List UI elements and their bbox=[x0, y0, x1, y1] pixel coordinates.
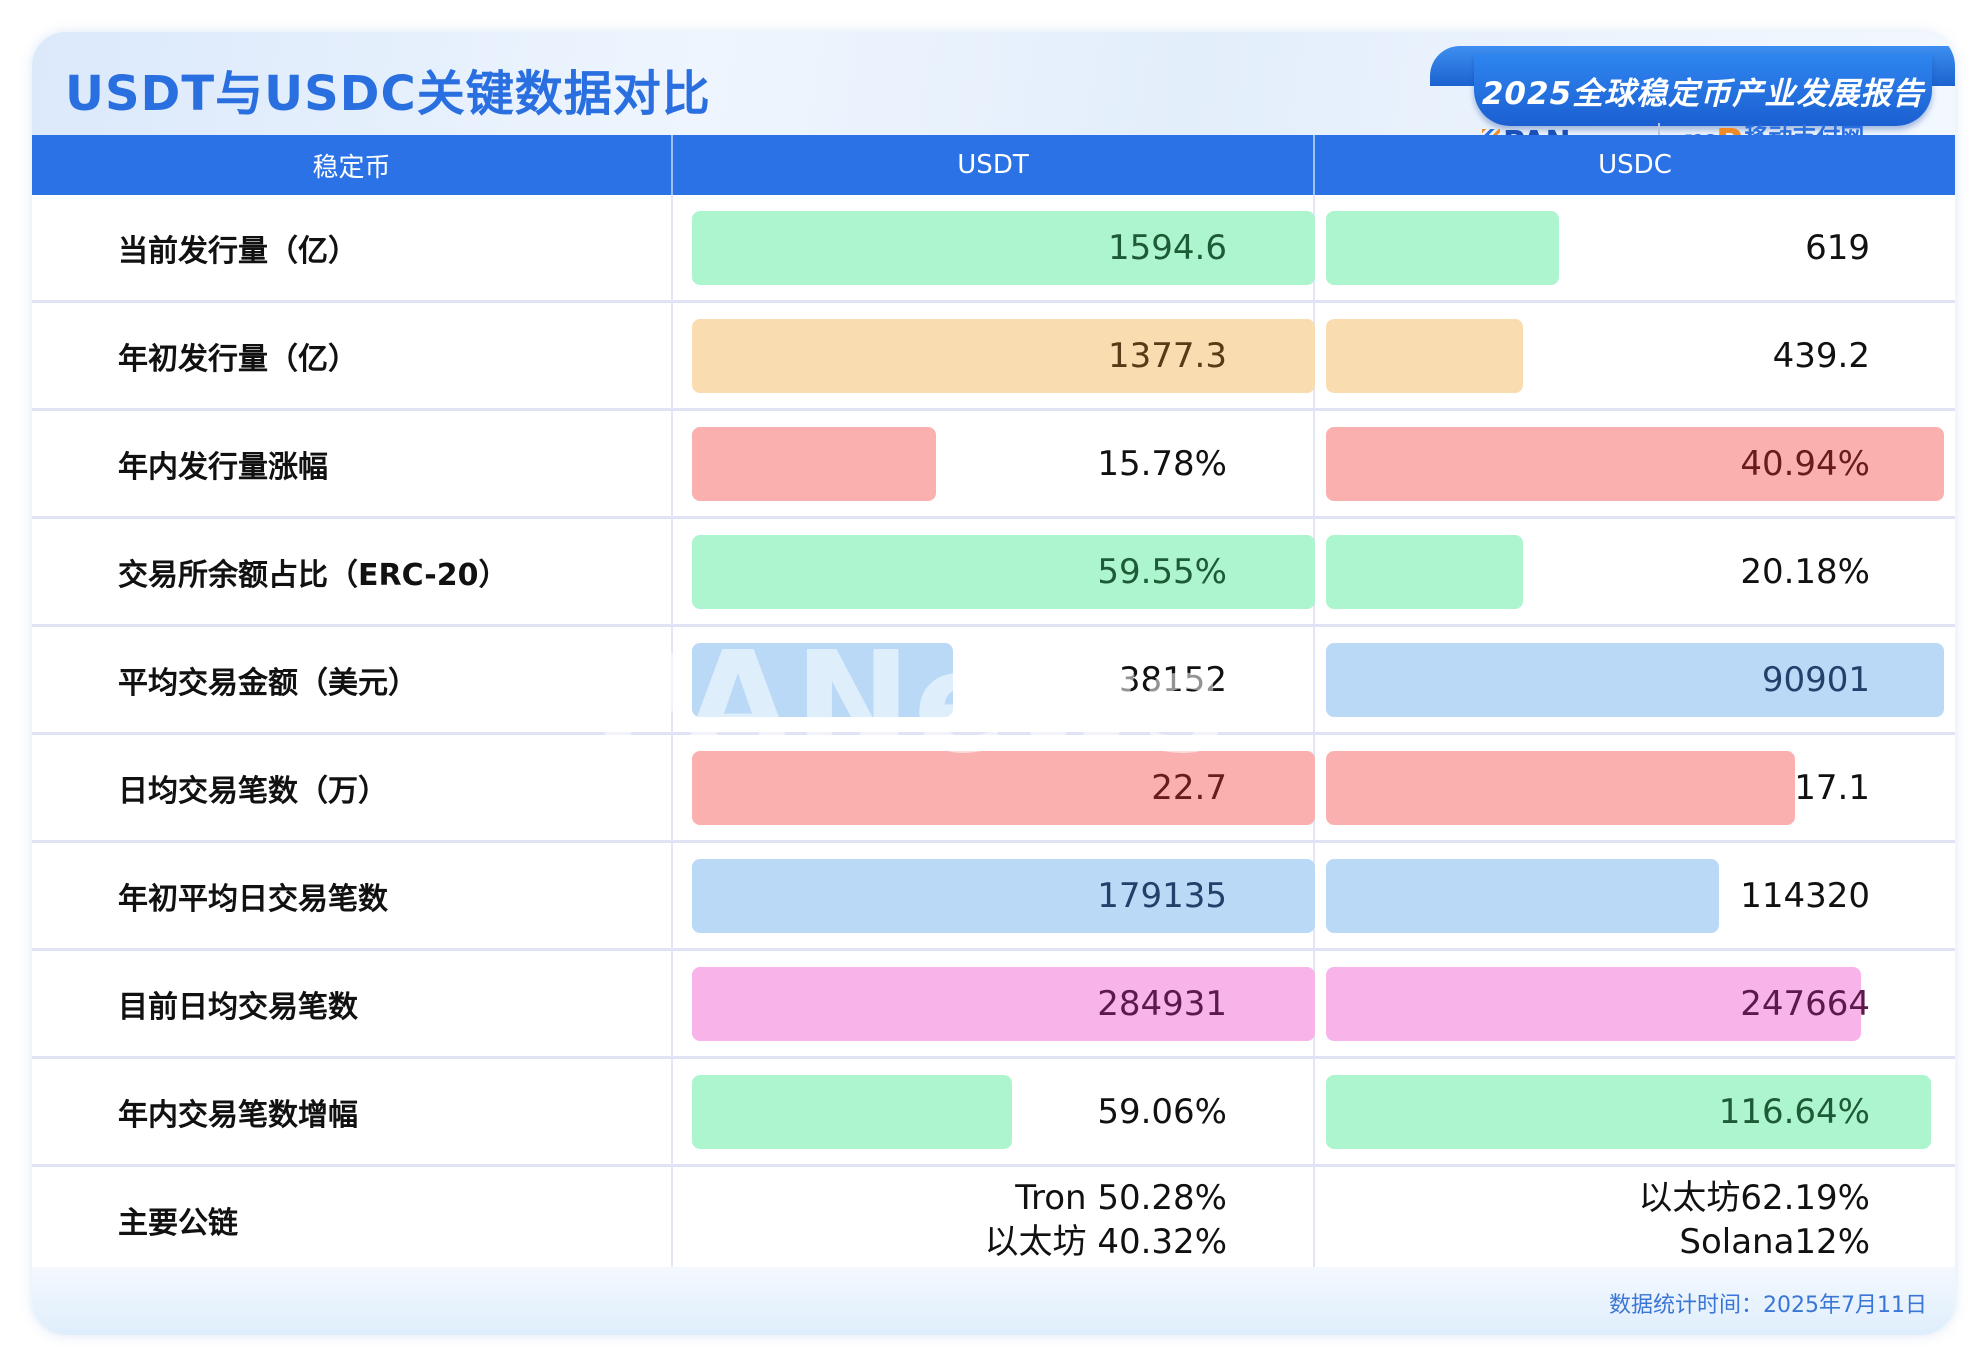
usdt-bar bbox=[692, 1075, 1012, 1149]
usdt-cell: 59.55% bbox=[673, 519, 1315, 624]
usdc-bar bbox=[1326, 319, 1523, 393]
usdc-cell: 以太坊62.19% Solana12% bbox=[1315, 1167, 1955, 1273]
usdc-cell: 247664 bbox=[1315, 951, 1955, 1056]
table-row: 平均交易金额（美元） 38152 90901 bbox=[32, 627, 1955, 735]
usdt-cell: Tron 50.28% 以太坊 40.32% bbox=[673, 1167, 1315, 1273]
table-row: 目前日均交易笔数 284931 247664 bbox=[32, 951, 1955, 1059]
usdc-value: 40.94% bbox=[1740, 443, 1870, 484]
usdc-value: 90901 bbox=[1761, 659, 1870, 700]
usdc-value: 20.18% bbox=[1740, 551, 1870, 592]
table-row: 年内发行量涨幅 15.78% 40.94% bbox=[32, 411, 1955, 519]
usdc-cell: 17.1 bbox=[1315, 735, 1955, 840]
usdt-value: 179135 bbox=[1097, 875, 1227, 916]
usdt-value: 1594.6 bbox=[1108, 227, 1227, 268]
comparison-card: USDT与USDC关键数据对比 2025全球稳定币产业发展报告 PANews m… bbox=[32, 32, 1955, 1335]
usdc-value: 247664 bbox=[1740, 983, 1870, 1024]
header-usdt: USDT bbox=[673, 135, 1315, 195]
usdc-bar bbox=[1326, 211, 1559, 285]
usdc-bar bbox=[1326, 427, 1944, 501]
header-stablecoin: 稳定币 bbox=[32, 135, 673, 195]
usdc-cell: 90901 bbox=[1315, 627, 1955, 732]
usdt-cell: 179135 bbox=[673, 843, 1315, 948]
usdt-bar bbox=[692, 535, 1315, 609]
usdc-bar bbox=[1326, 859, 1719, 933]
usdt-value: 38152 bbox=[1118, 659, 1227, 700]
ribbon-front: 2025全球稳定币产业发展报告 bbox=[1474, 54, 1932, 126]
card-footer: 数据统计时间：2025年7月11日 bbox=[32, 1267, 1955, 1335]
usdt-value: 284931 bbox=[1097, 983, 1227, 1024]
usdc-value: 619 bbox=[1805, 227, 1870, 268]
usdt-bar bbox=[692, 211, 1315, 285]
usdc-cell: 40.94% bbox=[1315, 411, 1955, 516]
table-row: 年初发行量（亿） 1377.3 439.2 bbox=[32, 303, 1955, 411]
page-title: USDT与USDC关键数据对比 bbox=[65, 66, 711, 122]
table-row: 年内交易笔数增幅 59.06% 116.64% bbox=[32, 1059, 1955, 1167]
usdt-cell: 1377.3 bbox=[673, 303, 1315, 408]
usdt-bar bbox=[692, 751, 1315, 825]
usdt-value: 59.55% bbox=[1097, 551, 1227, 592]
table-row: 交易所余额占比（ERC-20） 59.55% 20.18% bbox=[32, 519, 1955, 627]
usdt-cell: 15.78% bbox=[673, 411, 1315, 516]
row-label: 主要公链 bbox=[32, 1167, 673, 1273]
usdc-cell: 116.64% bbox=[1315, 1059, 1955, 1164]
table-row: 年初平均日交易笔数 179135 114320 bbox=[32, 843, 1955, 951]
usdt-bar bbox=[692, 967, 1315, 1041]
usdc-chains: 以太坊62.19% Solana12% bbox=[1638, 1167, 1870, 1273]
usdt-value: 59.06% bbox=[1097, 1091, 1227, 1132]
usdc-value: 17.1 bbox=[1794, 767, 1870, 808]
usdt-bar bbox=[692, 859, 1315, 933]
usdt-cell: 38152 bbox=[673, 627, 1315, 732]
usdc-cell: 439.2 bbox=[1315, 303, 1955, 408]
usdc-value: 439.2 bbox=[1772, 335, 1870, 376]
comparison-table: 稳定币 USDT USDC 当前发行量（亿） 1594.6 619 年初发行量（… bbox=[32, 135, 1955, 1275]
usdt-cell: 284931 bbox=[673, 951, 1315, 1056]
row-label: 日均交易笔数（万） bbox=[32, 735, 673, 840]
row-label: 交易所余额占比（ERC-20） bbox=[32, 519, 673, 624]
usdc-value: 116.64% bbox=[1718, 1091, 1870, 1132]
usdc-chain-1: 以太坊62.19% bbox=[1638, 1177, 1870, 1218]
table-header: 稳定币 USDT USDC bbox=[32, 135, 1955, 195]
usdt-cell: 59.06% bbox=[673, 1059, 1315, 1164]
usdt-value: 1377.3 bbox=[1108, 335, 1227, 376]
usdc-chain-2: Solana12% bbox=[1679, 1222, 1870, 1262]
row-label: 年初发行量（亿） bbox=[32, 303, 673, 408]
usdc-bar bbox=[1326, 535, 1523, 609]
usdt-bar bbox=[692, 319, 1315, 393]
usdc-cell: 20.18% bbox=[1315, 519, 1955, 624]
row-label: 年内发行量涨幅 bbox=[32, 411, 673, 516]
usdt-bar bbox=[692, 427, 936, 501]
table-row: 日均交易笔数（万） 22.7 17.1 bbox=[32, 735, 1955, 843]
usdt-value: 15.78% bbox=[1097, 443, 1227, 484]
report-ribbon: 2025全球稳定币产业发展报告 bbox=[1430, 46, 1955, 142]
row-label: 年初平均日交易笔数 bbox=[32, 843, 673, 948]
table-row: 当前发行量（亿） 1594.6 619 bbox=[32, 195, 1955, 303]
usdc-bar bbox=[1326, 1075, 1931, 1149]
usdc-bar bbox=[1326, 967, 1861, 1041]
table-row: 主要公链 Tron 50.28% 以太坊 40.32% 以太坊62.19% So… bbox=[32, 1167, 1955, 1275]
usdt-cell: 1594.6 bbox=[673, 195, 1315, 300]
usdc-value: 114320 bbox=[1740, 875, 1870, 916]
usdt-bar bbox=[692, 643, 953, 717]
usdc-bar bbox=[1326, 751, 1795, 825]
ribbon-title: 2025全球稳定币产业发展报告 bbox=[1481, 75, 1925, 112]
usdt-cell: 22.7 bbox=[673, 735, 1315, 840]
header-usdc: USDC bbox=[1598, 150, 1672, 180]
data-date-note: 数据统计时间：2025年7月11日 bbox=[1609, 1293, 1927, 1318]
usdc-cell: 619 bbox=[1315, 195, 1955, 300]
usdc-cell: 114320 bbox=[1315, 843, 1955, 948]
usdc-bar bbox=[1326, 643, 1944, 717]
row-label: 当前发行量（亿） bbox=[32, 195, 673, 300]
usdt-chain-1: Tron 50.28% bbox=[1015, 1177, 1227, 1218]
usdt-value: 22.7 bbox=[1151, 767, 1227, 808]
row-label: 年内交易笔数增幅 bbox=[32, 1059, 673, 1164]
usdt-chains: Tron 50.28% 以太坊 40.32% bbox=[985, 1167, 1227, 1273]
row-label: 目前日均交易笔数 bbox=[32, 951, 673, 1056]
usdt-chain-2: 以太坊 40.32% bbox=[984, 1222, 1227, 1262]
row-label: 平均交易金额（美元） bbox=[32, 627, 673, 732]
